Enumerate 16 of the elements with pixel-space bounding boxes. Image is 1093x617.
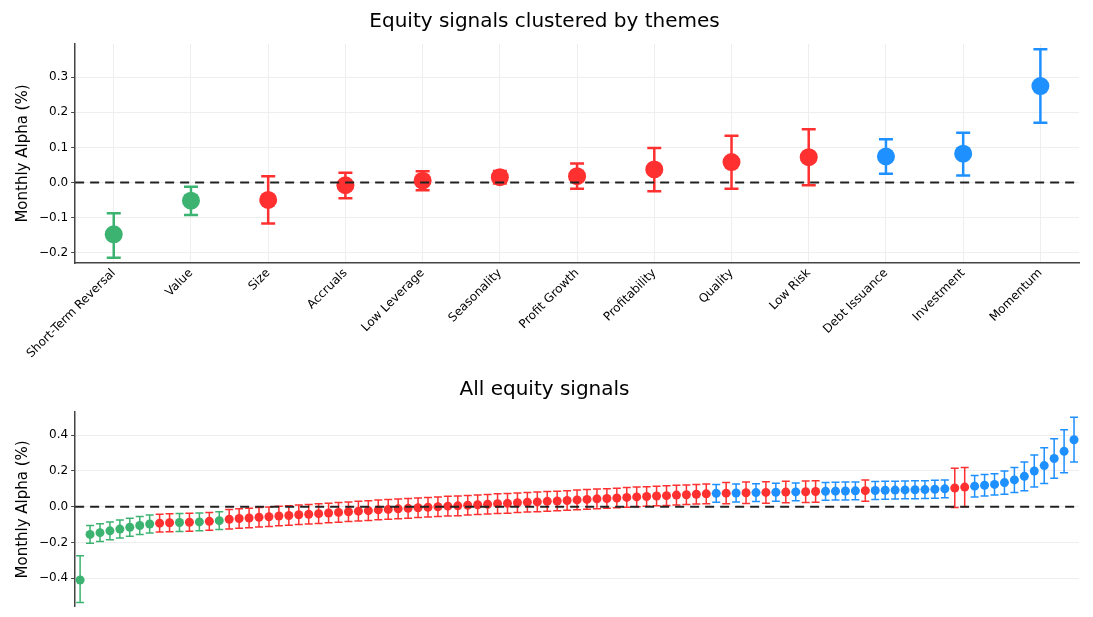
x-tick-label: Size [245, 265, 273, 293]
y-tick-label: 0.0 [49, 498, 69, 513]
y-tick-label: 0.0 [49, 174, 69, 189]
y-tick-label: −0.1 [39, 209, 69, 224]
y-tick-label: 0.2 [49, 104, 69, 119]
y-tick-label: 0.2 [49, 463, 69, 478]
y-axis-title: Monthly Alpha (%) [12, 440, 31, 579]
y-tick-label: 0.4 [49, 427, 69, 442]
y-tick-label: −0.2 [39, 244, 69, 259]
y-axis-title: Monthly Alpha (%) [12, 84, 31, 223]
y-tick-label: −0.2 [39, 534, 69, 549]
y-tick-label: 0.1 [49, 139, 69, 154]
y-tick-label: 0.3 [49, 69, 69, 84]
chart-title: All equity signals [459, 376, 630, 401]
y-tick-label: −0.4 [39, 570, 69, 585]
chart-title: Equity signals clustered by themes [369, 8, 720, 33]
